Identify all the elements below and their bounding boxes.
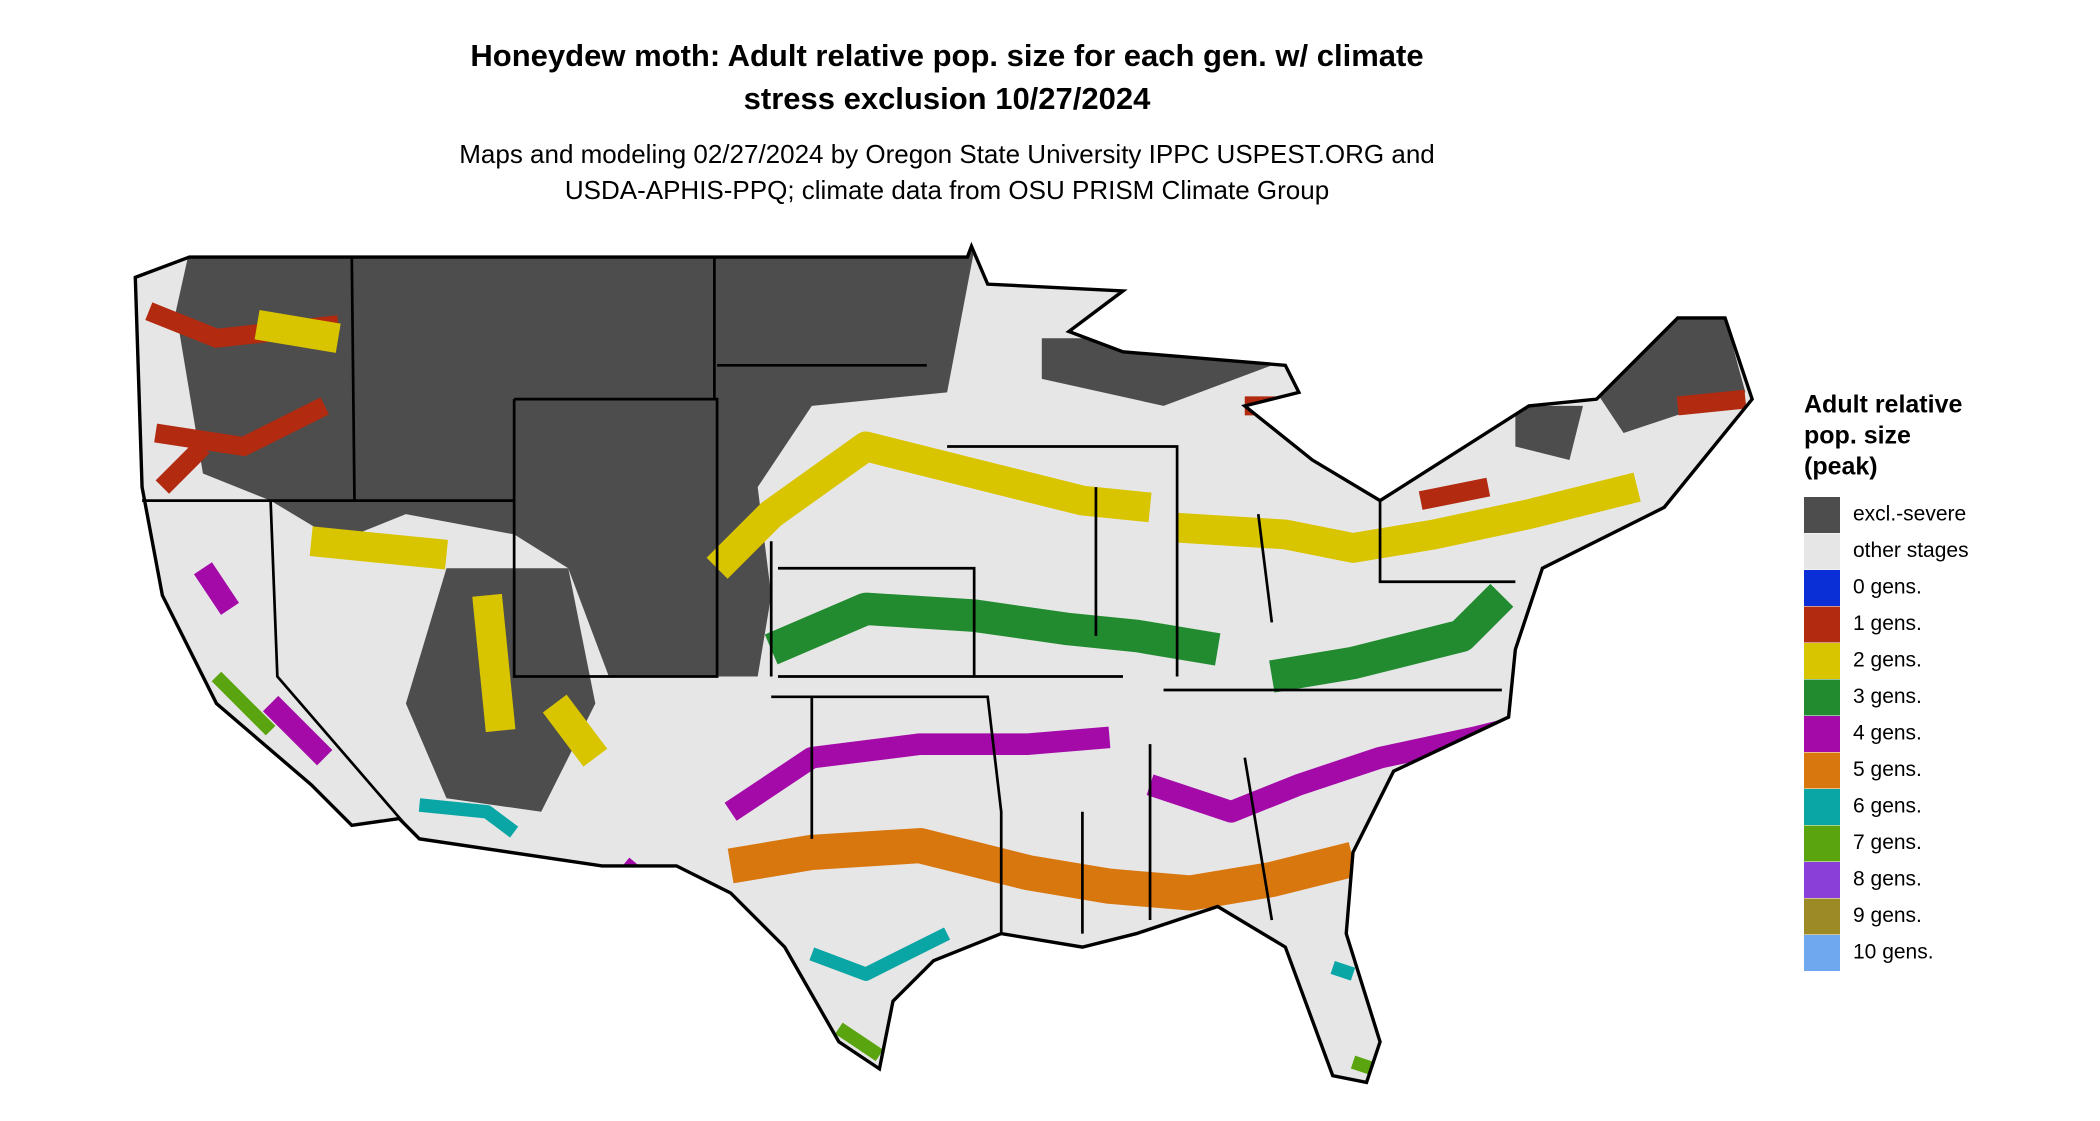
legend-swatch [1804,898,1840,935]
legend-swatch [1804,533,1840,570]
four-gen-region [193,562,1505,942]
six-gen-region [418,798,1356,981]
legend-swatch [1804,862,1840,898]
us-map [133,241,1755,1085]
subtitle: USDA-APHIS-PPQ; climate data from OSU PR… [565,175,1329,205]
legend-label: 5 gens. [1853,758,1922,781]
legend-swatch [1804,825,1840,862]
legend-label: 1 gens. [1853,612,1922,635]
legend-title: pop. size [1804,422,1911,450]
legend-swatch [1804,789,1840,825]
legend-label: 6 gens. [1853,795,1922,818]
legend-swatch [1804,570,1840,606]
excluded-region [175,250,1746,812]
legend-swatch [1804,679,1840,716]
legend-label: 2 gens. [1853,649,1922,672]
legend-swatch [1804,497,1840,533]
legend-swatch [1804,643,1840,679]
legend: Adult relative pop. size (peak) excl.-se… [1804,391,1969,971]
five-gen-region [727,828,1358,911]
legend-label: 9 gens. [1853,904,1922,927]
legend-label: 3 gens. [1853,685,1922,708]
legend-swatch [1804,716,1840,752]
country-border [133,241,1755,1085]
state-borders [142,257,1516,934]
legend-label: 10 gens. [1853,941,1934,964]
legend-title: Adult relative [1804,391,1962,419]
legend-swatch [1804,606,1840,643]
two-gen-region [254,310,1641,767]
legend-label: 8 gens. [1853,868,1922,891]
legend-swatch [1804,935,1840,971]
title: Honeydew moth: Adult relative pop. size … [470,38,1423,73]
three-gen-region [764,583,1514,693]
legend-title: (peak) [1804,453,1878,481]
legend-label: 4 gens. [1853,722,1922,745]
title: stress exclusion 10/27/2024 [744,81,1151,116]
legend-label: excl.-severe [1853,503,1966,526]
legend-swatch [1804,752,1840,789]
legend-label: 0 gens. [1853,576,1922,599]
subtitle: Maps and modeling 02/27/2024 by Oregon S… [459,139,1435,169]
legend-label: 7 gens. [1853,831,1922,854]
legend-label: other stages [1853,539,1969,562]
